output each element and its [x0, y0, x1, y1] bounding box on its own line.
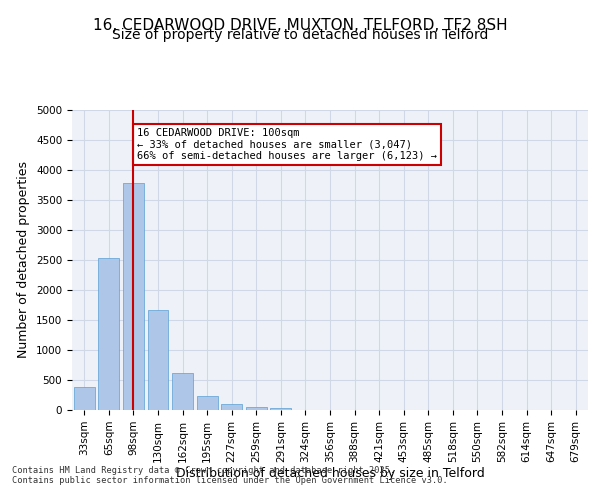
X-axis label: Distribution of detached houses by size in Telford: Distribution of detached houses by size …	[176, 468, 484, 480]
Text: 16, CEDARWOOD DRIVE, MUXTON, TELFORD, TF2 8SH: 16, CEDARWOOD DRIVE, MUXTON, TELFORD, TF…	[92, 18, 508, 32]
Bar	[74, 386, 95, 410]
Bar	[123, 183, 144, 410]
Text: Contains HM Land Registry data © Crown copyright and database right 2025.
Contai: Contains HM Land Registry data © Crown c…	[12, 466, 448, 485]
Bar	[172, 373, 193, 410]
Text: Size of property relative to detached houses in Telford: Size of property relative to detached ho…	[112, 28, 488, 42]
Bar	[148, 310, 169, 410]
Text: 16 CEDARWOOD DRIVE: 100sqm
← 33% of detached houses are smaller (3,047)
66% of s: 16 CEDARWOOD DRIVE: 100sqm ← 33% of deta…	[137, 128, 437, 161]
Bar	[221, 404, 242, 410]
Bar	[197, 396, 218, 410]
Bar	[98, 258, 119, 410]
Bar	[246, 406, 267, 410]
Bar	[271, 408, 292, 410]
Y-axis label: Number of detached properties: Number of detached properties	[17, 162, 31, 358]
